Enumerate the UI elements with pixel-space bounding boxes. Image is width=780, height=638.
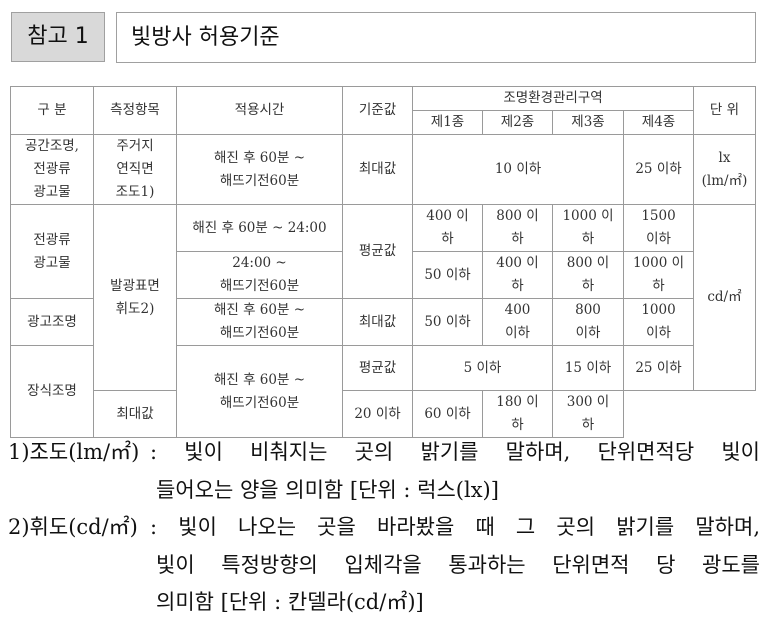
cell-value: 400 이 하 bbox=[412, 204, 483, 252]
header-zone-4: 제4종 bbox=[623, 110, 694, 135]
page-title: 빛방사 허용기준 bbox=[116, 12, 756, 63]
cell-value: 1000 이 하 bbox=[552, 204, 624, 252]
cell-value: 25 이하 bbox=[623, 345, 694, 391]
cell-value: 800 이하 bbox=[552, 298, 624, 346]
cell-value: 1000 이하 bbox=[623, 298, 694, 346]
header-zone-1: 제1종 bbox=[412, 110, 483, 135]
cell-value: 20 이하 bbox=[342, 390, 413, 438]
cell-value: 800 이 하 bbox=[552, 251, 624, 299]
header-item: 측정항목 bbox=[93, 86, 177, 135]
cell-unit: cd/㎡ bbox=[693, 204, 756, 391]
footnote-2: 2)휘도(cd/㎡) : 빛이 나오는 곳을 바라봤을 때 그 곳의 밝기를 말… bbox=[8, 509, 760, 547]
header-zone-2: 제2종 bbox=[482, 110, 553, 135]
reference-tag: 참고 1 bbox=[11, 12, 105, 62]
cell-category: 공간조명, 전광류 광고물 bbox=[10, 134, 94, 205]
footnote-text: : 빛이 비춰지는 곳의 밝기를 말하며, 단위면적당 빛이 bbox=[150, 440, 760, 464]
cell-value: 1000 이 하 bbox=[623, 251, 694, 299]
footnote-label: 2)휘도(cd/㎡) bbox=[8, 515, 138, 539]
table-row: 24:00 ~ 해뜨기전60분 50 이하 400 이 하 800 이 하 10… bbox=[11, 251, 756, 299]
cell-unit: lx (lm/㎡) bbox=[693, 134, 756, 205]
footnote-text: 의미함 [단위 : 칸델라(cd/㎡)] bbox=[156, 590, 424, 614]
header-unit: 단 위 bbox=[693, 86, 756, 135]
cell-value: 5 이하 bbox=[412, 345, 553, 391]
light-emission-standards-table: 구 분 측정항목 적용시간 기준값 조명환경관리구역 단 위 제1종 제2종 제… bbox=[10, 86, 756, 438]
cell-basis: 평균값 bbox=[342, 204, 413, 299]
cell-category: 장식조명 bbox=[10, 345, 94, 438]
footnote-label: 1)조도(lm/㎡) bbox=[8, 440, 140, 464]
cell-item: 주거지 연직면 조도1) bbox=[93, 134, 177, 205]
cell-value: 1500 이하 bbox=[623, 204, 694, 252]
cell-value: 60 이하 bbox=[412, 390, 483, 438]
cell-value: 10 이하 bbox=[412, 134, 624, 205]
cell-basis: 평균값 bbox=[342, 345, 413, 391]
cell-time: 해진 후 60분 ~ 해뜨기전60분 bbox=[176, 298, 343, 346]
cell-time: 해진 후 60분 ~ 24:00 bbox=[176, 204, 343, 252]
footnote-text: 들어오는 양을 의미함 [단위 : 럭스(lx)] bbox=[156, 477, 499, 502]
cell-value: 400 이하 bbox=[482, 298, 553, 346]
table-row: 전광류 광고물 발광표면 휘도2) 해진 후 60분 ~ 24:00 평균값 4… bbox=[10, 204, 756, 391]
header-time: 적용시간 bbox=[176, 86, 343, 135]
footnote-text: 빛이 특정방향의 입체각을 통과하는 단위면적 당 광도를 bbox=[156, 552, 760, 577]
header-category: 구 분 bbox=[10, 86, 94, 135]
footnote-2-cont: 빛이 특정방향의 입체각을 통과하는 단위면적 당 광도를 bbox=[8, 547, 760, 585]
cell-basis: 최대값 bbox=[342, 298, 413, 346]
cell-time: 해진 후 60분 ~ 해뜨기전60분 bbox=[176, 134, 343, 205]
footnote-2-cont: 의미함 [단위 : 칸델라(cd/㎡)] bbox=[8, 584, 760, 622]
table-row: 공간조명, 전광류 광고물 주거지 연직면 조도1) 해진 후 60분 ~ 해뜨… bbox=[10, 134, 756, 205]
cell-value: 180 이 하 bbox=[482, 390, 553, 438]
table-row: 최대값 20 이하 60 이하 180 이 하 300 이 하 bbox=[11, 390, 756, 438]
indent bbox=[8, 547, 150, 585]
cell-basis: 최대값 bbox=[342, 134, 413, 205]
footnote-1-cont: 들어오는 양을 의미함 [단위 : 럭스(lx)] bbox=[8, 472, 760, 510]
cell-value: 400 이 하 bbox=[482, 251, 553, 299]
header-zone-3: 제3종 bbox=[552, 110, 624, 135]
cell-basis: 최대값 bbox=[93, 390, 177, 438]
header-basis: 기준값 bbox=[342, 86, 413, 135]
indent bbox=[8, 584, 150, 622]
cell-value: 50 이하 bbox=[412, 251, 483, 299]
cell-time: 24:00 ~ 해뜨기전60분 bbox=[176, 251, 343, 299]
cell-time: 해진 후 60분 ~ 해뜨기전60분 bbox=[176, 345, 343, 438]
cell-item: 발광표면 휘도2) bbox=[93, 204, 177, 391]
footnotes: 1)조도(lm/㎡) : 빛이 비춰지는 곳의 밝기를 말하며, 단위면적당 빛… bbox=[8, 434, 760, 622]
footnote-text: : 빛이 나오는 곳을 바라봤을 때 그 곳의 밝기를 말하며, bbox=[150, 515, 760, 539]
table-row: 장식조명 해진 후 60분 ~ 해뜨기전60분 평균값 5 이하 15 이하 2… bbox=[10, 345, 756, 438]
header-zone: 조명환경관리구역 bbox=[412, 86, 694, 111]
cell-category: 광고조명 bbox=[10, 298, 94, 346]
cell-value: 300 이 하 bbox=[552, 390, 624, 438]
cell-value: 15 이하 bbox=[552, 345, 624, 391]
footnote-1: 1)조도(lm/㎡) : 빛이 비춰지는 곳의 밝기를 말하며, 단위면적당 빛… bbox=[8, 434, 760, 472]
indent bbox=[8, 472, 150, 510]
cell-category: 전광류 광고물 bbox=[10, 204, 94, 299]
cell-value: 50 이하 bbox=[412, 298, 483, 346]
cell-value: 800 이 하 bbox=[482, 204, 553, 252]
cell-value: 25 이하 bbox=[623, 134, 694, 205]
